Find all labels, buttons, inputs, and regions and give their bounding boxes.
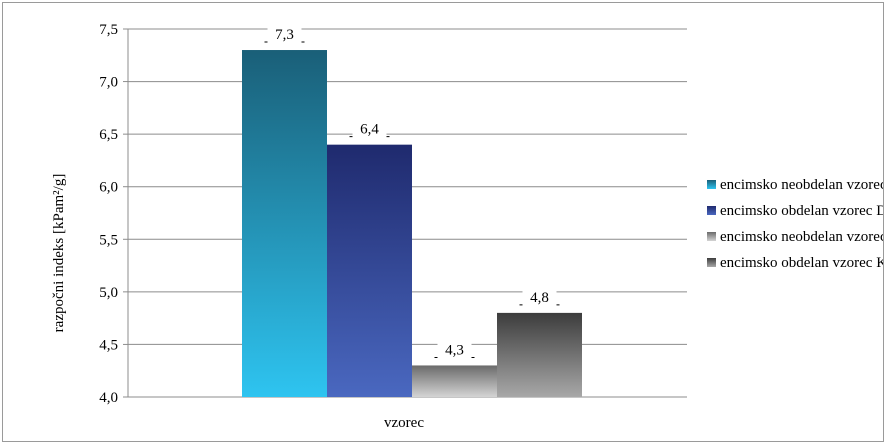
x-axis-title: vzorec: [384, 415, 424, 431]
legend-label: encimsko obdelan vzorec DV: [720, 203, 883, 219]
bars: [242, 50, 582, 398]
bar-2: [327, 144, 412, 397]
data-label-background: [352, 117, 387, 138]
legend: encimsko neobdelan vzorec DV encimsko obd…: [707, 177, 890, 271]
legend-swatch: [707, 206, 716, 215]
axes: 4,0 4,5 5,0 5,5 6,0 6,5 7,0 7,5: [99, 22, 687, 406]
y-axis-title: razpočni indeks [kPam²/g]: [51, 174, 67, 333]
legend-label: encimsko neobdelan vzorec KV: [720, 229, 883, 245]
data-label-background: [437, 338, 472, 359]
y-tick-label: 4,5: [99, 337, 118, 353]
legend-label: encimsko obdelan vzorec KV: [720, 255, 883, 271]
legend-swatch: [707, 258, 716, 267]
legend-swatch: [707, 180, 716, 189]
bar-3: [412, 365, 497, 397]
y-tick-label: 6,5: [99, 127, 118, 143]
data-label: 6,4: [360, 122, 379, 138]
y-tick-label: 7,0: [99, 75, 118, 91]
data-labels: 7,3 6,4 4,3 4,8: [264, 23, 560, 359]
y-tick-label: 7,5: [99, 22, 118, 38]
y-tick-label: 5,5: [99, 232, 118, 248]
bar-4: [497, 312, 582, 397]
data-label-background: [267, 23, 302, 44]
legend-label: encimsko neobdelan vzorec DV: [720, 177, 883, 193]
data-label-background: [522, 285, 557, 306]
data-label: 4,8: [530, 290, 549, 306]
data-label: 4,3: [445, 342, 464, 358]
data-label: 7,3: [275, 27, 294, 43]
y-tick-label: 6,0: [99, 180, 118, 196]
y-tick-label: 4,0: [99, 390, 118, 406]
bar-1: [242, 50, 327, 398]
y-tick-label: 5,0: [99, 285, 118, 301]
bar-chart: 4,0 4,5 5,0 5,5 6,0 6,5 7,0 7,5 7,3 6,4 4,3 4,8 ra…: [51, 22, 890, 431]
legend-swatch: [707, 232, 716, 241]
